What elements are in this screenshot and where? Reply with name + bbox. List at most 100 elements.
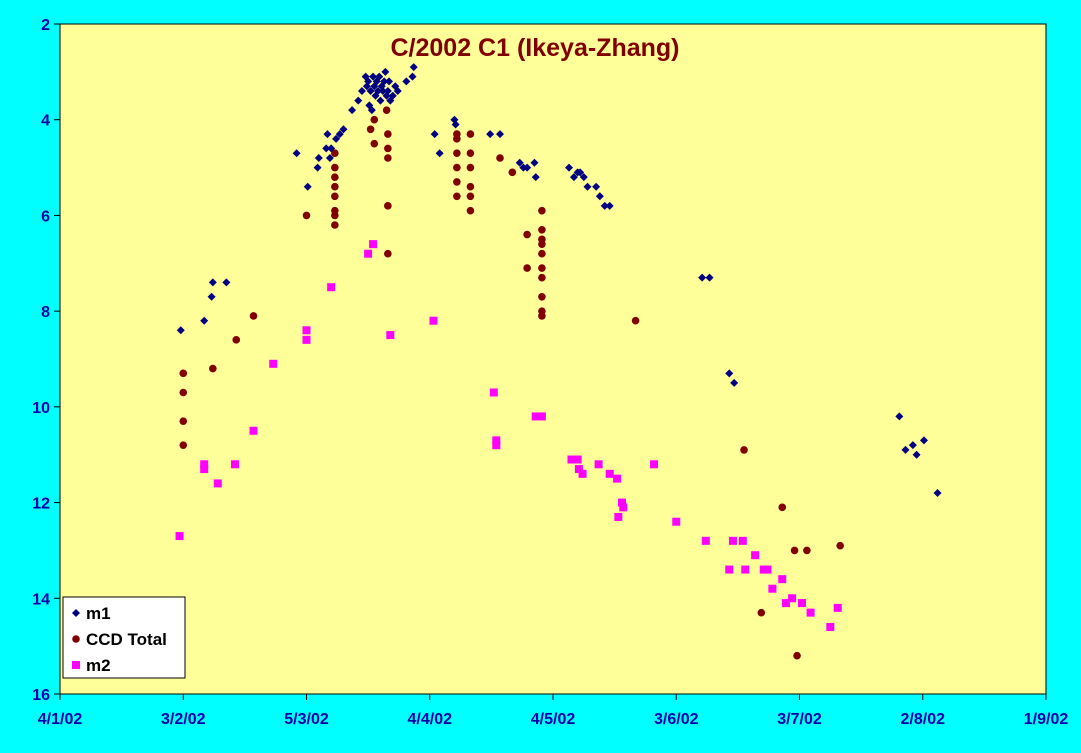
data-point [332, 134, 341, 143]
data-point [366, 125, 375, 134]
data-point [402, 77, 411, 86]
data-point [331, 211, 339, 220]
x-tick-label: 4/4/02 [408, 711, 453, 728]
data-point [327, 144, 336, 153]
data-point [231, 460, 240, 469]
data-point [538, 292, 546, 301]
data-point [453, 163, 461, 172]
x-tick-label: 3/7/02 [777, 711, 822, 728]
data-point [292, 149, 301, 158]
y-tick-label: 16 [32, 687, 50, 704]
data-point [778, 503, 787, 512]
data-point [429, 316, 438, 325]
data-point [578, 469, 587, 478]
data-point [595, 192, 604, 201]
data-point [388, 91, 397, 100]
data-point [453, 192, 461, 201]
data-point [323, 130, 332, 139]
data-point [466, 130, 475, 138]
data-point [573, 455, 582, 464]
data-point [453, 178, 461, 186]
series-m1 [176, 63, 942, 497]
data-point [605, 201, 614, 210]
y-axis: 2 4 6 8 10 12 14 16 [32, 17, 60, 704]
data-point [538, 273, 546, 282]
data-point [435, 149, 444, 158]
data-point [175, 532, 184, 541]
data-point [348, 106, 357, 115]
data-point [384, 249, 392, 258]
legend-marker [72, 635, 80, 643]
data-point [728, 536, 737, 545]
data-point [409, 63, 418, 72]
y-tick-label: 2 [41, 17, 50, 34]
data-point [778, 575, 787, 584]
data-point [650, 460, 659, 469]
data-point [369, 240, 378, 249]
data-point [701, 536, 710, 545]
data-point [569, 173, 578, 182]
data-point [314, 154, 323, 162]
data-point [179, 388, 188, 397]
y-tick-label: 10 [32, 400, 50, 417]
data-point [381, 67, 390, 76]
data-point [496, 154, 504, 162]
y-tick-label: 6 [41, 208, 50, 225]
data-point [592, 182, 601, 191]
data-point [567, 455, 576, 464]
data-point [933, 489, 942, 497]
data-point [384, 144, 392, 153]
data-point [725, 369, 734, 378]
data-point [757, 608, 766, 617]
series-ccd-total [179, 106, 844, 660]
data-point [331, 192, 339, 201]
data-point [594, 460, 603, 469]
x-tick-label: 4/1/02 [38, 711, 83, 728]
data-point [303, 182, 312, 191]
legend-marker [72, 609, 80, 617]
data-point [908, 441, 917, 450]
data-point [179, 369, 188, 378]
data-point [453, 135, 461, 143]
y-tick-label: 8 [41, 304, 50, 321]
data-point [408, 72, 417, 81]
data-point [531, 173, 540, 182]
data-point [369, 72, 378, 81]
data-point [565, 163, 574, 172]
legend-label: m2 [86, 656, 111, 675]
data-point [331, 173, 339, 181]
data-point [508, 168, 517, 177]
data-point [302, 326, 311, 335]
data-point [385, 77, 394, 86]
data-point [200, 465, 209, 474]
data-point [209, 364, 217, 373]
data-point [574, 465, 583, 474]
data-point [803, 546, 811, 555]
data-point [393, 87, 402, 95]
x-axis: 4/1/02 3/2/02 5/3/02 4/4/02 4/5/02 3/6/02 3/7/… [38, 694, 1068, 728]
data-point [672, 517, 681, 526]
data-point [579, 173, 588, 182]
data-point [698, 273, 707, 282]
data-point [614, 512, 623, 521]
data-point [895, 412, 904, 421]
data-point [380, 77, 389, 86]
data-point [466, 192, 475, 201]
data-point [613, 474, 622, 483]
data-point [492, 441, 501, 450]
data-point [339, 125, 348, 134]
data-point [618, 498, 627, 507]
data-point [222, 278, 231, 287]
data-point [354, 96, 363, 105]
y-tick-label: 4 [41, 113, 50, 130]
data-point [725, 565, 734, 574]
data-point [741, 565, 750, 574]
data-point [730, 378, 739, 387]
data-point [797, 599, 806, 608]
data-point [486, 130, 495, 139]
data-point [768, 584, 777, 593]
data-point [466, 149, 475, 158]
data-point [466, 182, 475, 191]
data-point [331, 221, 339, 229]
data-point [373, 87, 382, 95]
